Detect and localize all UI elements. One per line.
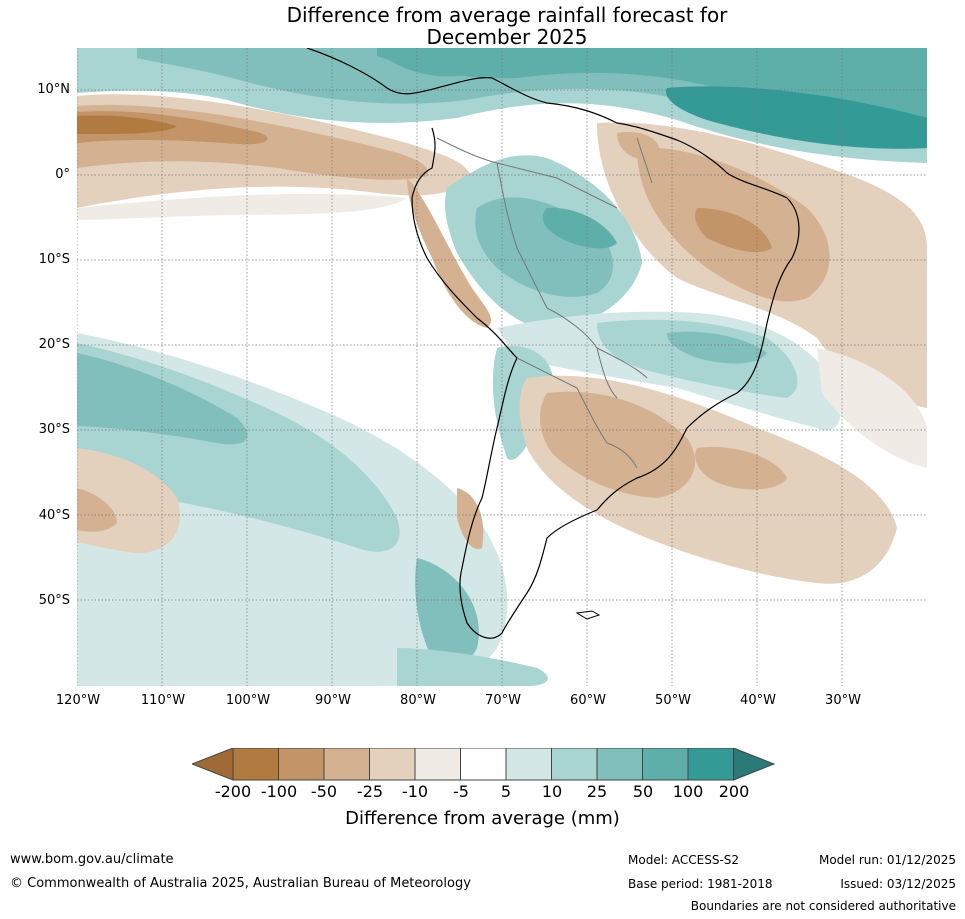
colour-bar-segment — [369, 747, 416, 781]
lon-label-100w: 100°W — [225, 693, 271, 708]
legend-title: Difference from average (mm) — [345, 808, 620, 829]
colour-bar-segment — [460, 747, 507, 781]
bom-url-link[interactable]: www.bom.gov.au/climate — [10, 852, 174, 867]
legend-tick: -10 — [401, 782, 429, 801]
wet-band-central — [492, 311, 841, 460]
dry-band-equator — [77, 94, 472, 220]
lat-label-50s: 50°S — [38, 593, 70, 608]
model-name: Model: ACCESS-S2 — [628, 853, 740, 867]
legend-tick: 200 — [718, 782, 750, 801]
legend-tick: 25 — [586, 782, 608, 801]
rainfall-map — [77, 48, 927, 686]
colour-bar-segment — [551, 747, 598, 781]
legend-tick: 5 — [500, 782, 512, 801]
base-period: Base period: 1981-2018 — [628, 877, 773, 891]
title-line-2: December 2025 — [426, 25, 588, 49]
colour-bar-segment — [687, 747, 734, 781]
colour-bar — [190, 747, 776, 786]
legend-tick: -200 — [214, 782, 252, 801]
country-borders — [436, 137, 653, 469]
colour-bar-segment — [642, 747, 689, 781]
lon-label-60w: 60°W — [570, 693, 606, 708]
legend-tick: -5 — [453, 782, 469, 801]
graticule — [77, 48, 927, 686]
lon-label-30w: 30°W — [825, 693, 861, 708]
dry-patch-chile — [457, 488, 484, 549]
colour-bar-segment — [596, 747, 643, 781]
lat-label-20s: 20°S — [38, 337, 70, 352]
lon-label-40w: 40°W — [740, 693, 776, 708]
colour-bar-segment — [190, 747, 234, 781]
lat-label-10n: 10°N — [37, 82, 70, 97]
dry-region-southeast — [519, 348, 927, 584]
title-line-1: Difference from average rainfall forecas… — [286, 3, 728, 27]
legend-tick: 10 — [541, 782, 563, 801]
colour-bar-segment — [733, 747, 776, 781]
lat-label-30s: 30°S — [38, 422, 70, 437]
colour-bar-svg — [190, 747, 776, 781]
model-run-date: Model run: 01/12/2025 — [818, 853, 956, 867]
lat-label-40s: 40°S — [38, 508, 70, 523]
colour-bar-segment — [323, 747, 370, 781]
dry-strip-peru — [407, 178, 492, 328]
boundary-disclaimer: Boundaries are not considered authoritat… — [690, 899, 956, 913]
legend-tick: -25 — [356, 782, 384, 801]
colour-bar-segment — [414, 747, 461, 781]
legend-tick: -100 — [260, 782, 298, 801]
lon-label-50w: 50°W — [655, 693, 691, 708]
lat-label-0: 0° — [55, 167, 70, 182]
dry-patch-southwest-inner — [77, 488, 117, 532]
lat-label-10s: 10°S — [38, 252, 70, 267]
lon-label-80w: 80°W — [400, 693, 436, 708]
map-title: Difference from average rainfall forecas… — [0, 4, 965, 48]
legend-tick: 50 — [632, 782, 654, 801]
colour-bar-segment — [232, 747, 279, 781]
colour-bar-segment — [505, 747, 552, 781]
copyright-notice: © Commonwealth of Australia 2025, Austra… — [10, 876, 471, 891]
lon-label-90w: 90°W — [315, 693, 351, 708]
issued-date: Issued: 03/12/2025 — [840, 877, 956, 891]
dry-region-brazil — [597, 122, 927, 408]
legend-tick: -50 — [310, 782, 338, 801]
falkland-islands — [575, 610, 601, 620]
south-america-coastline — [306, 48, 800, 639]
lon-label-70w: 70°W — [485, 693, 521, 708]
rainfall-map-svg — [77, 48, 927, 686]
colour-bar-segment — [278, 747, 325, 781]
lon-label-110w: 110°W — [140, 693, 186, 708]
wet-band-south-pacific — [77, 333, 548, 686]
lon-label-120w: 120°W — [55, 693, 101, 708]
legend-tick: 100 — [672, 782, 704, 801]
